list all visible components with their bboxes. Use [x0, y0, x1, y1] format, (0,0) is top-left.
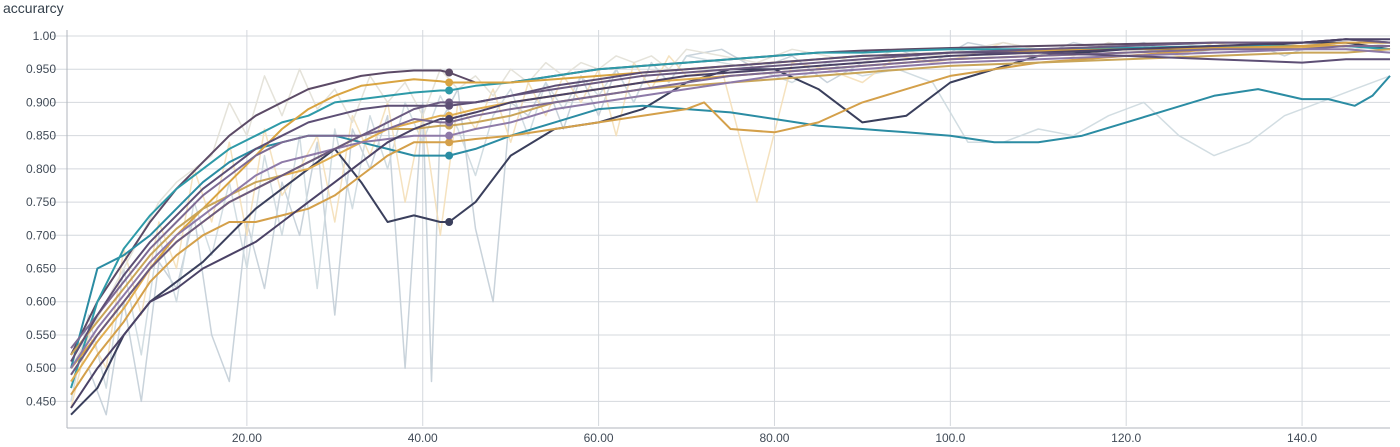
y-tick-label: 0.750 [26, 195, 56, 209]
hover-marker [445, 151, 454, 160]
hover-markers-layer [445, 68, 454, 227]
series-line[interactable] [70, 48, 1391, 356]
hover-marker [445, 78, 454, 87]
hover-marker [445, 115, 454, 124]
hover-marker [445, 218, 454, 227]
x-tick-label: 40.00 [408, 431, 438, 445]
hover-marker [445, 138, 454, 147]
x-tick-label: 20.00 [232, 431, 262, 445]
hover-marker [445, 86, 454, 95]
y-tick-label: 1.00 [33, 29, 57, 43]
raw-series-line [70, 55, 1391, 402]
series-line[interactable] [70, 51, 1390, 362]
x-tick-label: 60.00 [584, 431, 614, 445]
series-line[interactable] [70, 38, 1390, 409]
hover-marker [445, 101, 454, 110]
raw-series-line [70, 41, 1391, 369]
raw-series-line [70, 41, 1391, 416]
y-tick-label: 0.800 [26, 162, 56, 176]
series-line[interactable] [70, 41, 1390, 396]
y-tick-label: 0.650 [26, 262, 56, 276]
x-tick-label: 120.0 [1111, 431, 1141, 445]
series-line[interactable] [70, 45, 1391, 389]
series-line[interactable] [70, 38, 1391, 376]
y-tick-label: 0.550 [26, 328, 56, 342]
hover-marker [445, 68, 454, 77]
y-tick-label: 0.900 [26, 95, 56, 109]
y-tick-label: 0.450 [26, 394, 56, 408]
x-tick-label: 80.00 [759, 431, 789, 445]
series-line[interactable] [70, 45, 1390, 349]
hover-marker [445, 131, 454, 140]
y-tick-label: 0.600 [26, 295, 56, 309]
series-line[interactable] [70, 45, 1390, 369]
raw-series-layer [70, 41, 1391, 416]
series-line[interactable] [70, 45, 1390, 383]
series-line[interactable] [70, 75, 1391, 369]
raw-series-line [70, 41, 1391, 409]
x-tick-label: 140.0 [1287, 431, 1317, 445]
x-tick-label: 100.0 [935, 431, 965, 445]
y-tick-label: 0.700 [26, 228, 56, 242]
y-tick-label: 0.500 [26, 361, 56, 375]
axes: 0.450 0.500 0.550 0.600 0.650 0.700 0.750 0.800… [26, 29, 1390, 445]
grid-lines [51, 30, 1390, 426]
series-line[interactable] [70, 48, 1391, 369]
y-tick-label: 0.950 [26, 62, 56, 76]
y-tick-label: 0.850 [26, 129, 56, 143]
chart-title: accurarcy [3, 0, 64, 16]
series-line[interactable] [70, 41, 1391, 416]
smoothed-series-layer [70, 38, 1391, 416]
